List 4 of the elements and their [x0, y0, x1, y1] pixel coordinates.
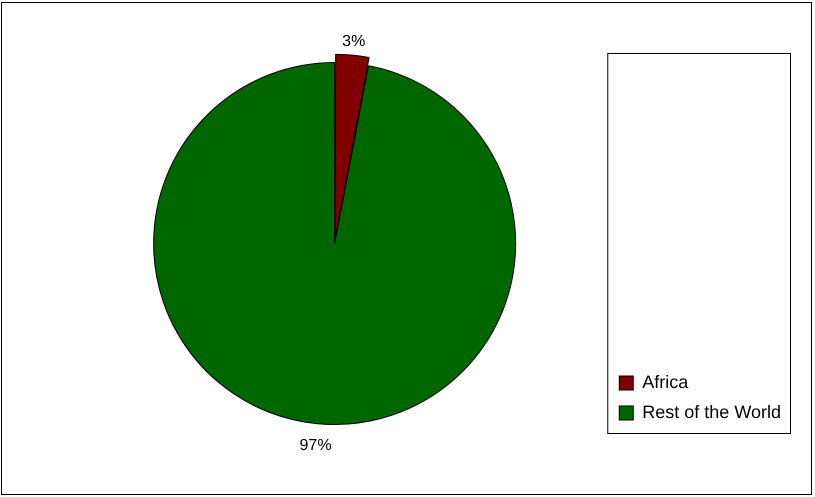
data-label: 3% [342, 32, 366, 50]
data-label: 97% [300, 437, 332, 454]
legend-label: Rest of the World [642, 402, 782, 422]
legend-label: Africa [642, 372, 690, 392]
